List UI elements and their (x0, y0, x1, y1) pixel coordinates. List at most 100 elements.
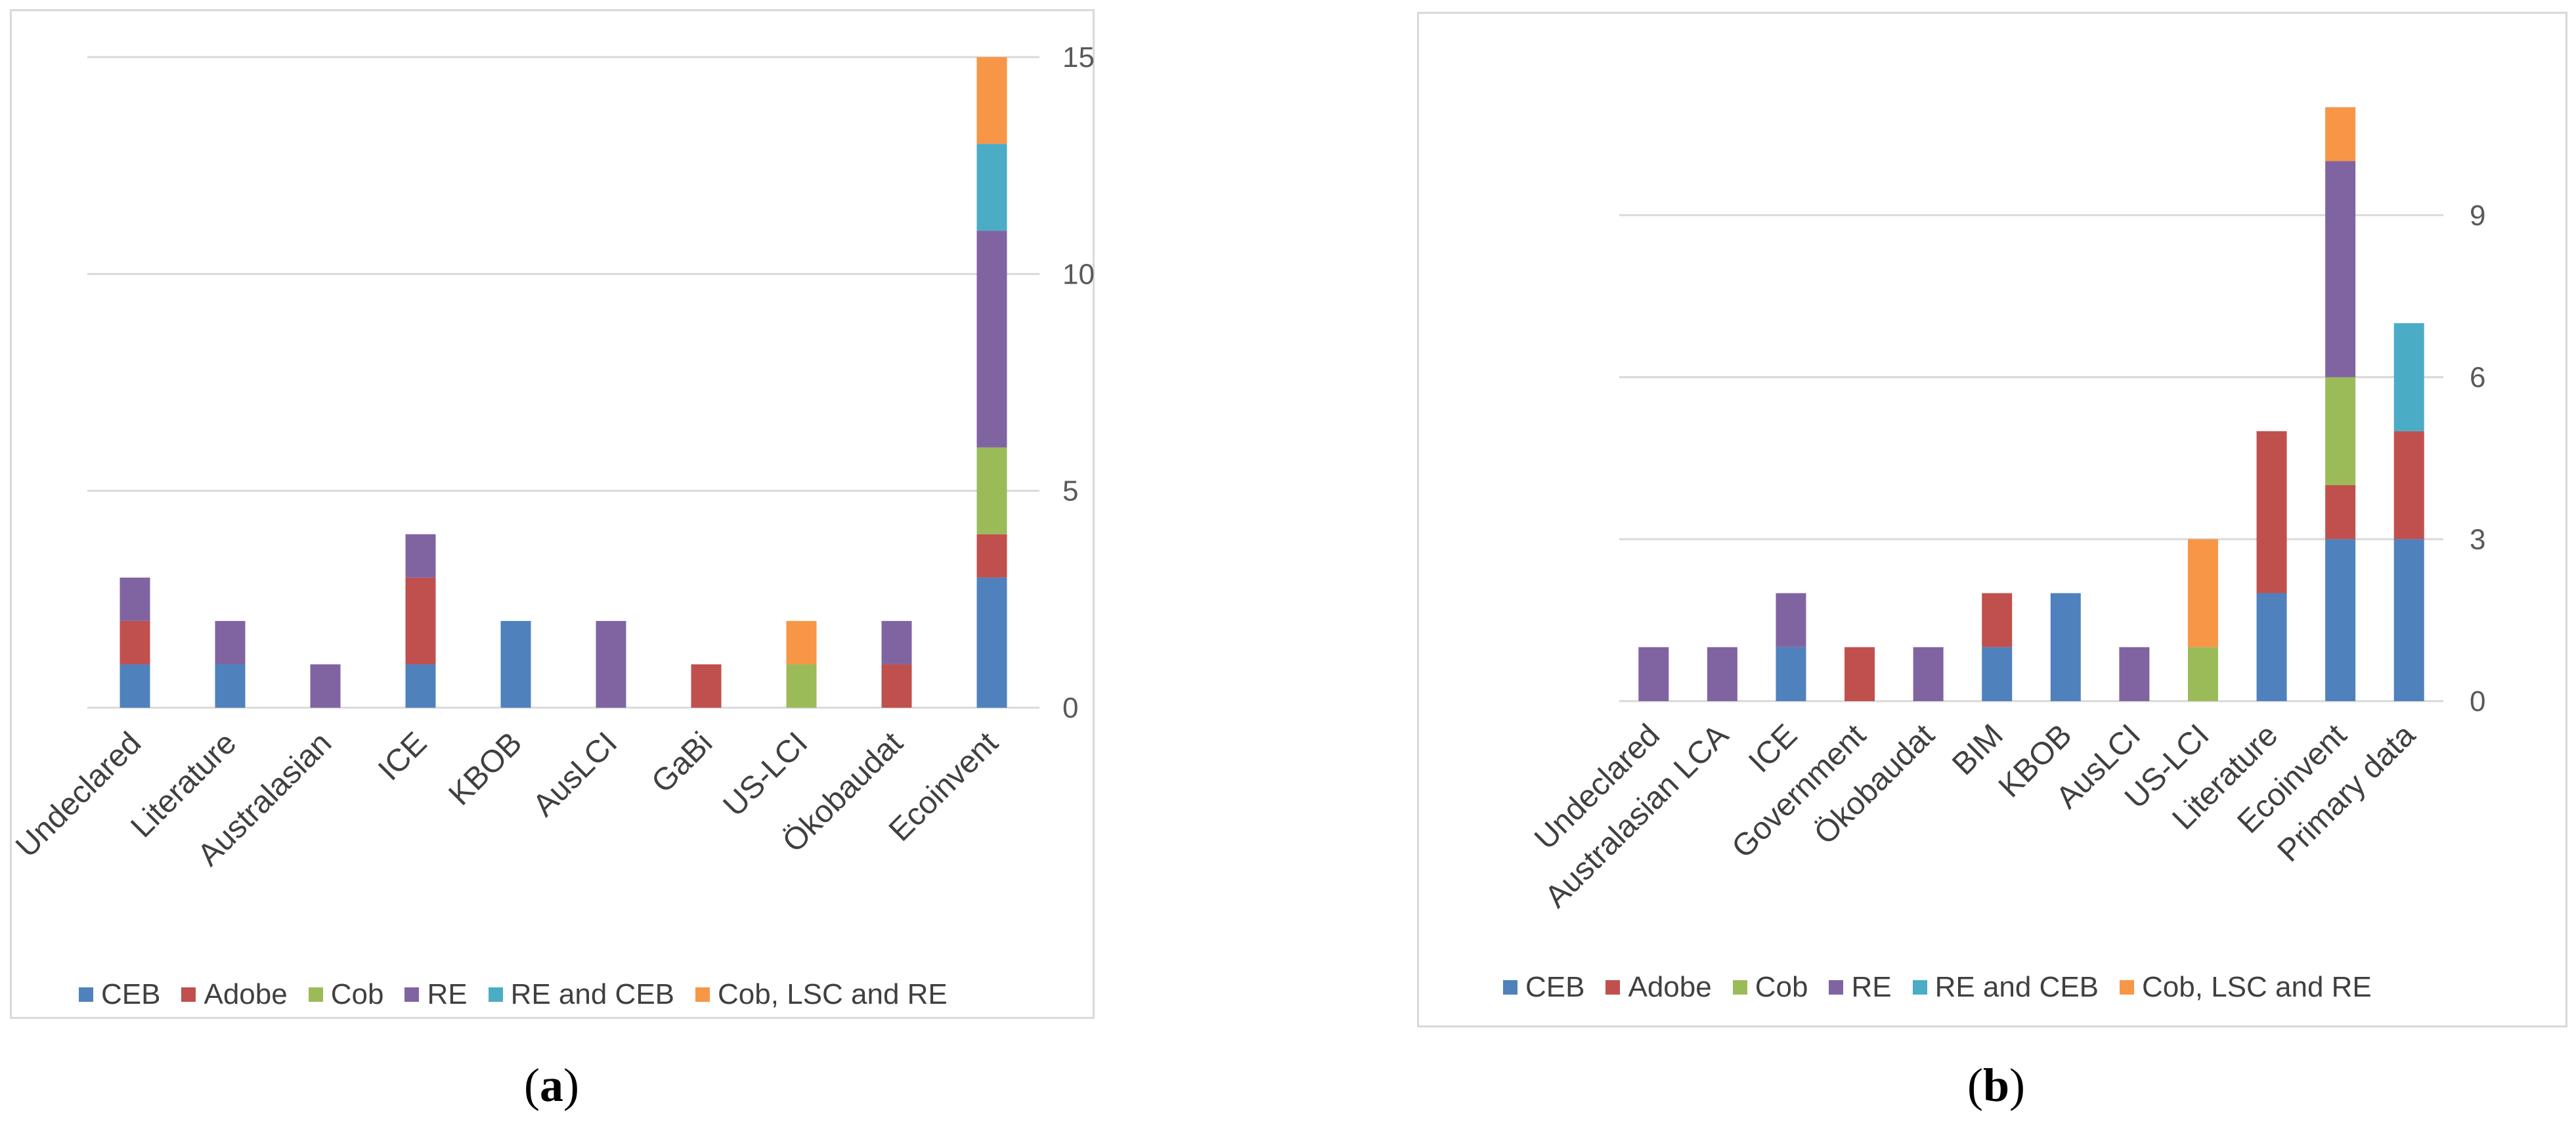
a-bar-australasian-re (310, 664, 341, 708)
a-xtick-label: Undeclared (12, 725, 148, 864)
b-bar-auslci-re (2119, 647, 2150, 701)
b-legend-swatch (1732, 980, 1747, 995)
b-bar-primary-data-ceb (2393, 539, 2424, 701)
a-bar-literature-ceb (215, 664, 246, 708)
a-legend-swatch (181, 987, 196, 1002)
a-bar-ecoinvent-cob-lsc-and-re (976, 57, 1007, 144)
b-legend-item: Cob (1732, 971, 1808, 1004)
a-legend-item: CEB (79, 978, 160, 1011)
a-bar-auslci-re (596, 620, 626, 708)
a-legend-swatch (308, 987, 323, 1002)
a-legend-label: CEB (101, 978, 161, 1010)
b-legend-swatch (1605, 980, 1621, 995)
b-bar-kbob-ceb (2050, 593, 2081, 701)
a-bar-ökobaudat-re (881, 620, 912, 664)
a-bar-undeclared-ceb (120, 664, 150, 708)
a-ytick-label: 10 (1062, 258, 1095, 290)
a-bar-ice-adobe (405, 577, 436, 664)
chart-panel-b: 0 3 6 9 Undeclared Australasian LCA ICE Governm… (1417, 12, 2567, 1027)
caption-b: (b) (1967, 1059, 2025, 1111)
a-bar-kbob-ceb (500, 620, 531, 708)
a-xtick-label: GaBi (645, 725, 719, 800)
legend-a: CEB Adobe Cob RE RE and CEB Cob, LSC and RE (79, 978, 969, 1011)
a-legend-item: Adobe (181, 978, 288, 1011)
a-legend-item: Cob (308, 978, 383, 1011)
a-xtick-label: US-LCI (717, 725, 815, 823)
b-legend-swatch (1503, 980, 1517, 995)
b-bar-us-lci-cob-lsc-and-re (2187, 539, 2218, 647)
b-bar-bim-adobe (1982, 593, 2013, 647)
b-bar-literature-ceb (2256, 593, 2287, 701)
a-legend-swatch (695, 987, 710, 1002)
a-legend-swatch (404, 987, 420, 1002)
a-bar-undeclared-re (120, 577, 150, 621)
a-xtick-label: ICE (372, 725, 433, 787)
b-bar-government-adobe (1845, 647, 1875, 701)
a-bar-ecoinvent-re-and-ceb (976, 144, 1007, 231)
chart-panel-a: 0 5 10 15 Undeclared Literature Australasian IC… (10, 9, 1095, 1019)
b-legend-item: Adobe (1605, 971, 1712, 1004)
a-legend-label: Cob, LSC and RE (718, 978, 948, 1010)
a-legend-item: Cob, LSC and RE (695, 978, 948, 1011)
b-bar-bim-ceb (1982, 647, 2013, 701)
b-legend-swatch (1829, 980, 1844, 995)
b-legend-item: RE and CEB (1912, 971, 2099, 1004)
b-legend-item: CEB (1503, 971, 1584, 1004)
b-bar-ecoinvent-re (2325, 161, 2356, 377)
a-bar-ice-re (405, 534, 436, 578)
b-legend-label: RE (1851, 971, 1892, 1003)
b-bar-us-lci-cob (2187, 647, 2218, 701)
a-bar-undeclared-adobe (120, 620, 150, 664)
a-bar-literature-re (215, 620, 246, 664)
a-legend-item: RE and CEB (488, 978, 675, 1011)
a-bar-ökobaudat-adobe (881, 664, 912, 708)
a-bar-us-lci-cob (786, 664, 817, 708)
b-ytick-label: 3 (2470, 523, 2485, 555)
b-bar-ecoinvent-ceb (2325, 539, 2356, 701)
b-legend-swatch (1912, 980, 1927, 995)
b-legend-item: RE (1829, 971, 1892, 1004)
b-ytick-label: 0 (2470, 685, 2485, 718)
a-legend-label: RE (427, 978, 468, 1010)
a-xtick-label: KBOB (442, 725, 529, 812)
a-ytick-label: 15 (1062, 41, 1095, 74)
b-bar-ökobaudat-re (1913, 647, 1944, 701)
a-bar-ecoinvent-re (976, 230, 1007, 448)
b-legend-item: Cob, LSC and RE (2120, 971, 2372, 1004)
b-bar-ice-re (1776, 593, 1806, 647)
b-legend-label: CEB (1525, 971, 1585, 1003)
a-legend-label: RE and CEB (510, 978, 675, 1010)
b-bar-ice-ceb (1776, 647, 1806, 701)
a-legend-item: RE (404, 978, 468, 1011)
a-xtick-label: AusLCI (526, 725, 624, 823)
b-legend-label: RE and CEB (1934, 971, 2099, 1003)
b-bar-ecoinvent-cob (2325, 377, 2356, 485)
b-legend-label: Cob, LSC and RE (2142, 971, 2372, 1003)
b-legend-label: Cob (1755, 971, 1808, 1003)
b-ytick-label: 9 (2470, 200, 2485, 232)
b-bar-ecoinvent-cob-lsc-and-re (2325, 107, 2356, 161)
a-legend-label: Adobe (204, 978, 288, 1010)
b-legend-label: Adobe (1628, 971, 1712, 1003)
a-legend-swatch (488, 987, 503, 1002)
a-bar-gabi-adobe (691, 664, 722, 708)
b-bar-undeclared-re (1638, 647, 1669, 701)
b-bar-australasian-lca-re (1707, 647, 1737, 701)
b-bar-ecoinvent-adobe (2325, 485, 2356, 540)
b-bar-literature-adobe (2256, 431, 2287, 593)
a-legend-swatch (79, 987, 93, 1002)
a-bar-ecoinvent-cob (976, 447, 1007, 534)
legend-b: CEB Adobe Cob RE RE and CEB Cob, LSC and RE (1503, 971, 2393, 1004)
b-bar-primary-data-adobe (2393, 431, 2424, 540)
a-bar-us-lci-cob-lsc-and-re (786, 620, 817, 664)
a-bar-ecoinvent-ceb (976, 577, 1007, 708)
b-bar-primary-data-re-and-ceb (2393, 323, 2424, 431)
b-ytick-label: 6 (2470, 362, 2485, 394)
a-bar-ice-ceb (405, 664, 436, 708)
b-legend-swatch (2120, 980, 2135, 995)
a-ytick-label: 5 (1062, 475, 1078, 507)
caption-a: (a) (524, 1059, 579, 1111)
a-ytick-label: 0 (1062, 692, 1078, 724)
